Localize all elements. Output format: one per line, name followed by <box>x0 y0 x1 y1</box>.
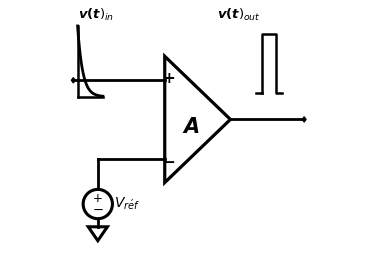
Text: $\boldsymbol{+}$: $\boldsymbol{+}$ <box>162 71 175 86</box>
Text: $\boldsymbol{v(t)_{out}}$: $\boldsymbol{v(t)_{out}}$ <box>217 7 261 23</box>
Polygon shape <box>302 117 306 122</box>
Text: $\boldsymbol{V_{r\acute{e}f}}$: $\boldsymbol{V_{r\acute{e}f}}$ <box>114 196 140 212</box>
Text: $-$: $-$ <box>92 203 103 216</box>
Polygon shape <box>71 77 75 83</box>
Text: $\boldsymbol{v(t)_{in}}$: $\boldsymbol{v(t)_{in}}$ <box>78 7 115 23</box>
Text: $\boldsymbol{A}$: $\boldsymbol{A}$ <box>182 117 200 137</box>
Text: $\boldsymbol{-}$: $\boldsymbol{-}$ <box>162 153 175 168</box>
Text: $+$: $+$ <box>92 192 103 205</box>
